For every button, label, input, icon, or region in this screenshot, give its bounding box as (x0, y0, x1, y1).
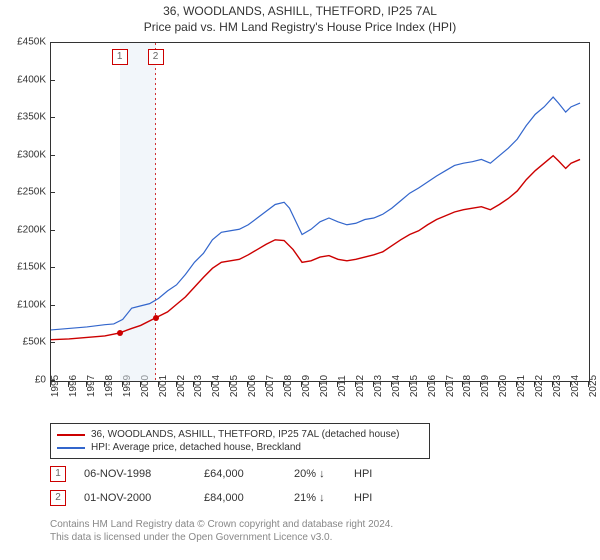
x-tick-mark (265, 382, 266, 387)
y-tick-label: £400K (0, 74, 46, 85)
x-tick-mark (176, 382, 177, 387)
x-tick-mark (552, 382, 553, 387)
x-tick-mark (391, 382, 392, 387)
y-tick-label: £50K (0, 337, 46, 348)
chart-title-1: 36, WOODLANDS, ASHILL, THETFORD, IP25 7A… (0, 4, 600, 18)
sales-price: £64,000 (204, 468, 294, 480)
sale-point (117, 330, 123, 336)
legend-label: HPI: Average price, detached house, Brec… (91, 442, 301, 453)
x-tick-mark (301, 382, 302, 387)
top-marker: 2 (148, 49, 164, 65)
series-price-paid (51, 156, 580, 340)
x-tick-mark (462, 382, 463, 387)
y-tick-label: £250K (0, 187, 46, 198)
x-tick-mark (68, 382, 69, 387)
sales-row: 1 06-NOV-1998£64,00020% ↓HPI (50, 466, 372, 482)
y-tick-label: £300K (0, 149, 46, 160)
sales-row-marker: 1 (50, 466, 66, 482)
x-tick-mark (158, 382, 159, 387)
x-tick-mark (498, 382, 499, 387)
legend-row: HPI: Average price, detached house, Brec… (57, 442, 423, 453)
y-tick-label: £100K (0, 299, 46, 310)
x-tick-mark (229, 382, 230, 387)
sales-row-marker: 2 (50, 490, 66, 506)
sales-date: 06-NOV-1998 (84, 468, 204, 480)
x-tick-mark (445, 382, 446, 387)
y-tick-label: £150K (0, 262, 46, 273)
chart-title-2: Price paid vs. HM Land Registry's House … (0, 20, 600, 34)
sale-point (153, 315, 159, 321)
sales-hpi-label: HPI (354, 468, 372, 480)
sales-hpi-label: HPI (354, 492, 372, 504)
footer-line-1: Contains HM Land Registry data © Crown c… (50, 518, 393, 531)
x-tick-mark (211, 382, 212, 387)
plot-area: 12 (50, 42, 590, 382)
chart-container: 36, WOODLANDS, ASHILL, THETFORD, IP25 7A… (0, 0, 600, 560)
x-tick-mark (570, 382, 571, 387)
x-tick-mark (283, 382, 284, 387)
y-tick-label: £450K (0, 37, 46, 48)
x-tick-mark (427, 382, 428, 387)
x-tick-mark (193, 382, 194, 387)
x-tick-mark (247, 382, 248, 387)
x-tick-mark (140, 382, 141, 387)
y-tick-label: £350K (0, 112, 46, 123)
x-tick-mark (122, 382, 123, 387)
x-tick-mark (104, 382, 105, 387)
x-tick-mark (373, 382, 374, 387)
footer-line-2: This data is licensed under the Open Gov… (50, 531, 393, 544)
sales-price: £84,000 (204, 492, 294, 504)
x-tick-mark (534, 382, 535, 387)
legend-swatch (57, 434, 85, 436)
x-tick-mark (337, 382, 338, 387)
legend-swatch (57, 447, 85, 449)
top-marker: 1 (112, 49, 128, 65)
x-tick-mark (319, 382, 320, 387)
legend: 36, WOODLANDS, ASHILL, THETFORD, IP25 7A… (50, 423, 430, 459)
sales-pct: 21% ↓ (294, 492, 354, 504)
chart-svg (51, 43, 589, 381)
x-tick-mark (480, 382, 481, 387)
y-tick-label: £0 (0, 375, 46, 386)
sales-row: 2 01-NOV-2000£84,00021% ↓HPI (50, 490, 372, 506)
series-hpi (51, 97, 580, 330)
y-tick-label: £200K (0, 224, 46, 235)
x-tick-mark (516, 382, 517, 387)
sales-date: 01-NOV-2000 (84, 492, 204, 504)
x-tick-mark (409, 382, 410, 387)
sales-pct: 20% ↓ (294, 468, 354, 480)
x-tick-mark (588, 382, 589, 387)
legend-row: 36, WOODLANDS, ASHILL, THETFORD, IP25 7A… (57, 429, 423, 440)
x-tick-mark (86, 382, 87, 387)
x-tick-mark (50, 382, 51, 387)
footer: Contains HM Land Registry data © Crown c… (50, 518, 393, 544)
x-tick-mark (355, 382, 356, 387)
sales-table: 1 06-NOV-1998£64,00020% ↓HPI 2 01-NOV-2000£… (50, 466, 372, 514)
legend-label: 36, WOODLANDS, ASHILL, THETFORD, IP25 7A… (91, 429, 399, 440)
